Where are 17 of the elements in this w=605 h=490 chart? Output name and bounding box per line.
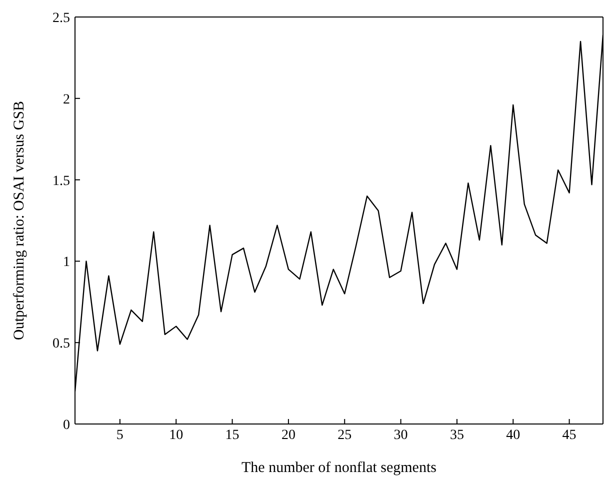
x-tick-label: 15 [225,428,240,443]
x-tick-label: 10 [169,428,184,443]
x-tick-label: 45 [562,428,576,443]
y-tick-label: 1 [63,255,70,270]
y-tick-label: 1.5 [52,174,70,189]
x-tick-label: 35 [450,428,464,443]
x-tick-label: 30 [394,428,408,443]
y-tick-label: 2.5 [52,10,70,26]
x-tick-label: 5 [116,428,124,443]
x-tick-label: 25 [338,428,352,443]
x-tick-label: 20 [281,428,296,443]
x-axis-title: The number of nonflat segments [242,460,437,476]
y-tick-label: 2 [63,92,70,108]
y-tick-label: 0.5 [52,336,70,352]
y-axis-title: Outperforming ratio: OSAI versus GSB [11,100,28,340]
y-tick-label: 0 [63,418,70,433]
x-tick-label: 40 [506,428,520,443]
